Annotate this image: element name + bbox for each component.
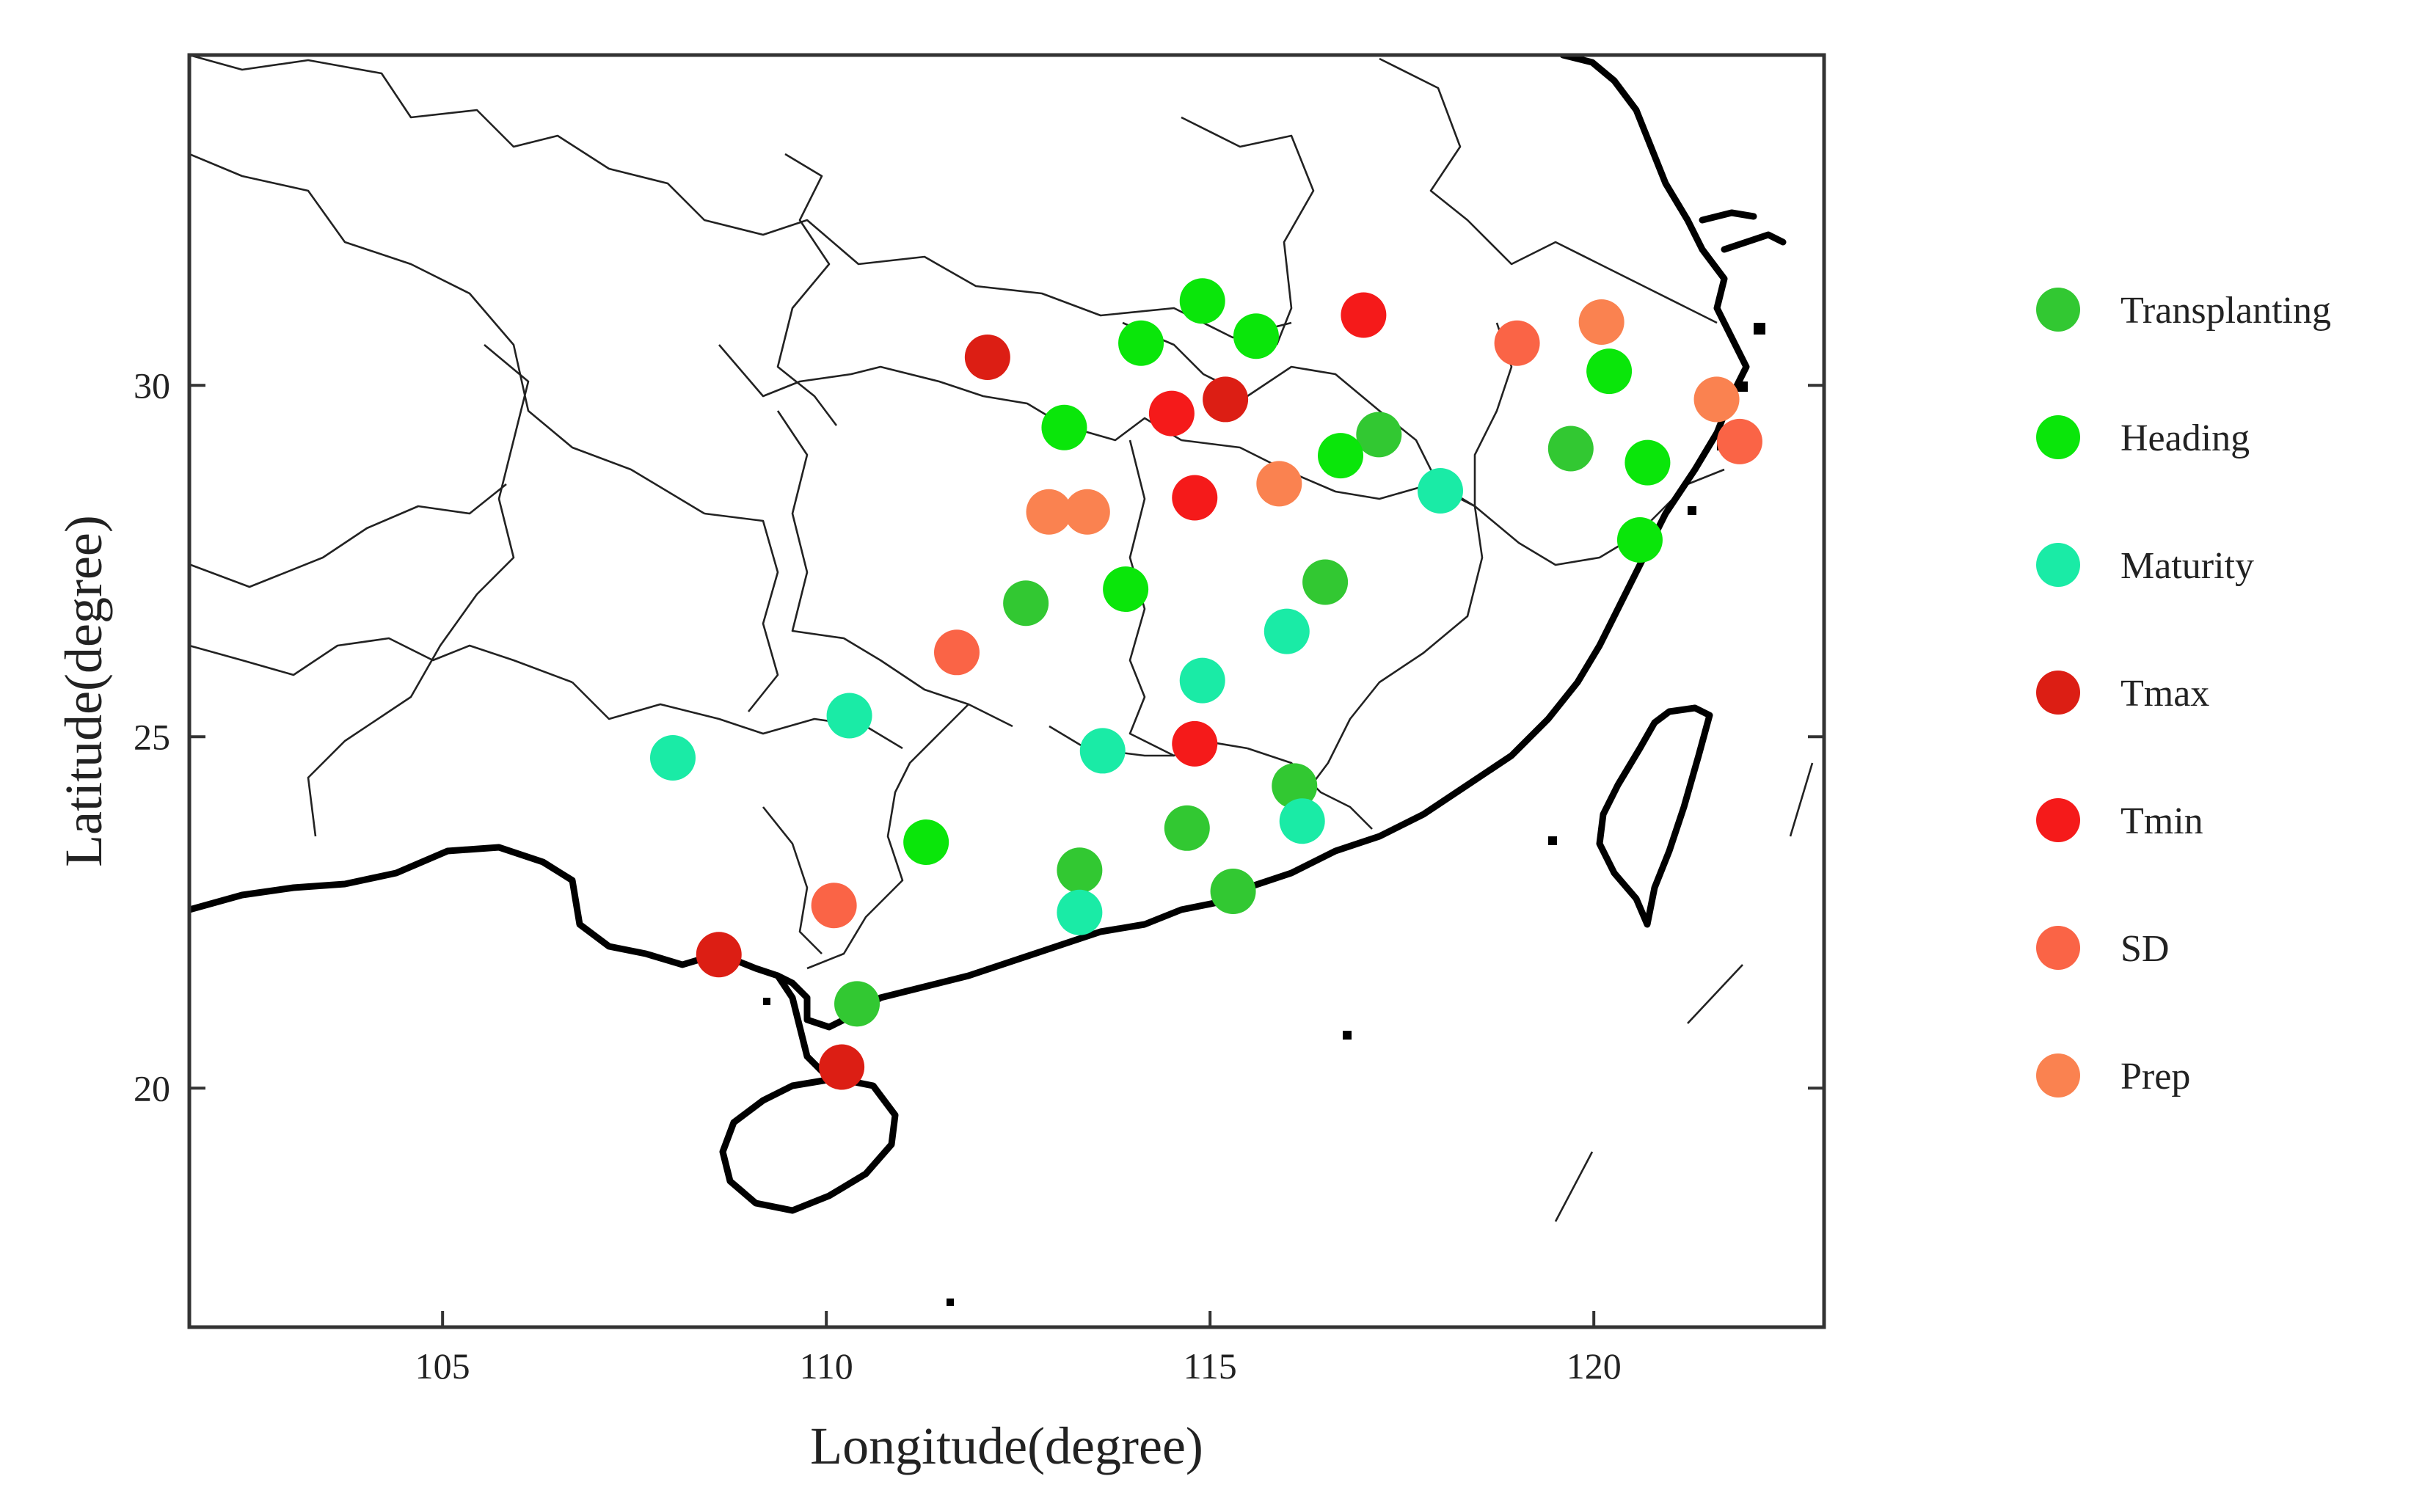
point-heading: [1041, 404, 1087, 450]
point-heading: [1103, 566, 1149, 613]
point-prep: [1578, 299, 1624, 346]
point-tmin: [1172, 475, 1218, 521]
legend-marker-tmax: [2036, 671, 2080, 715]
point-transplanting: [1210, 869, 1256, 915]
point-tmin: [1172, 720, 1218, 767]
point-heading: [1318, 433, 1364, 479]
point-sd: [811, 883, 857, 929]
point-tmin: [1148, 390, 1195, 437]
point-maturity: [649, 735, 696, 781]
point-heading: [1616, 517, 1663, 563]
point-heading: [1233, 313, 1279, 359]
legend-label-prep: Prep: [2121, 1056, 2190, 1098]
island-hainan: [719, 1075, 899, 1214]
legend-label-sd: SD: [2121, 928, 2169, 970]
y-tick-label: 30: [134, 365, 170, 406]
point-transplanting: [834, 981, 880, 1027]
basemap: [189, 55, 1814, 1306]
point-heading: [1624, 439, 1671, 486]
y-axis-title: Latitude(degree): [54, 515, 113, 867]
legend-label-maturity: Maturity: [2121, 545, 2254, 587]
x-tick-label: 120: [1567, 1345, 1622, 1387]
legend-label-tmax: Tmax: [2121, 673, 2209, 715]
legend-marker-maturity: [2036, 543, 2080, 587]
legend-label-heading: Heading: [2121, 417, 2250, 459]
point-sd: [1716, 418, 1762, 464]
islands: [719, 323, 1814, 1306]
point-heading: [903, 819, 949, 865]
point-maturity: [1079, 728, 1126, 774]
data-points: [649, 278, 1762, 1090]
point-heading: [1179, 278, 1225, 324]
point-prep: [1693, 376, 1740, 423]
point-tmax: [819, 1044, 865, 1090]
point-tmax: [696, 932, 742, 978]
legend-marker-prep: [2036, 1053, 2080, 1098]
point-transplanting: [1057, 847, 1103, 894]
point-transplanting: [1356, 412, 1402, 458]
point-maturity: [826, 693, 872, 739]
coastline: [189, 55, 1787, 1089]
x-tick-label: 110: [800, 1345, 853, 1387]
point-maturity: [1417, 467, 1463, 514]
point-sd: [1494, 320, 1540, 366]
x-axis-ticks: 105 110 115 120: [415, 1311, 1622, 1387]
point-prep: [1026, 489, 1072, 535]
x-tick-label: 115: [1184, 1345, 1237, 1387]
point-transplanting: [1302, 559, 1349, 605]
x-tick-label: 105: [415, 1345, 470, 1387]
legend: Transplanting Heading Maturity Tmax Tmin SD Pr…: [2036, 288, 2331, 1098]
point-sd: [934, 629, 980, 676]
point-prep: [1064, 489, 1110, 535]
legend-marker-transplanting: [2036, 288, 2080, 332]
point-heading: [1586, 348, 1633, 395]
point-tmax: [964, 334, 1010, 380]
point-tmin: [1341, 292, 1387, 338]
point-tmax: [1203, 376, 1249, 423]
point-transplanting: [1547, 426, 1594, 472]
y-axis-ticks: 20 25 30: [134, 365, 1824, 1109]
x-axis-title: Longitude(degree): [810, 1417, 1203, 1475]
legend-label-transplanting: Transplanting: [2121, 290, 2331, 332]
legend-marker-sd: [2036, 926, 2080, 970]
y-tick-label: 25: [134, 716, 170, 757]
point-maturity: [1279, 798, 1325, 844]
plot-frame: [187, 53, 1826, 1329]
point-transplanting: [1003, 580, 1049, 627]
point-transplanting: [1272, 763, 1318, 809]
island-taiwan: [1596, 704, 1713, 928]
point-transplanting: [1164, 805, 1210, 851]
legend-label-tmin: Tmin: [2121, 800, 2203, 842]
point-maturity: [1057, 889, 1103, 935]
legend-marker-heading: [2036, 415, 2080, 459]
point-heading: [1118, 320, 1164, 366]
point-maturity: [1179, 657, 1225, 704]
y-tick-label: 20: [134, 1067, 170, 1109]
province-borders: [189, 55, 1725, 970]
point-maturity: [1263, 608, 1310, 654]
legend-marker-tmin: [2036, 798, 2080, 842]
point-prep: [1256, 461, 1302, 507]
